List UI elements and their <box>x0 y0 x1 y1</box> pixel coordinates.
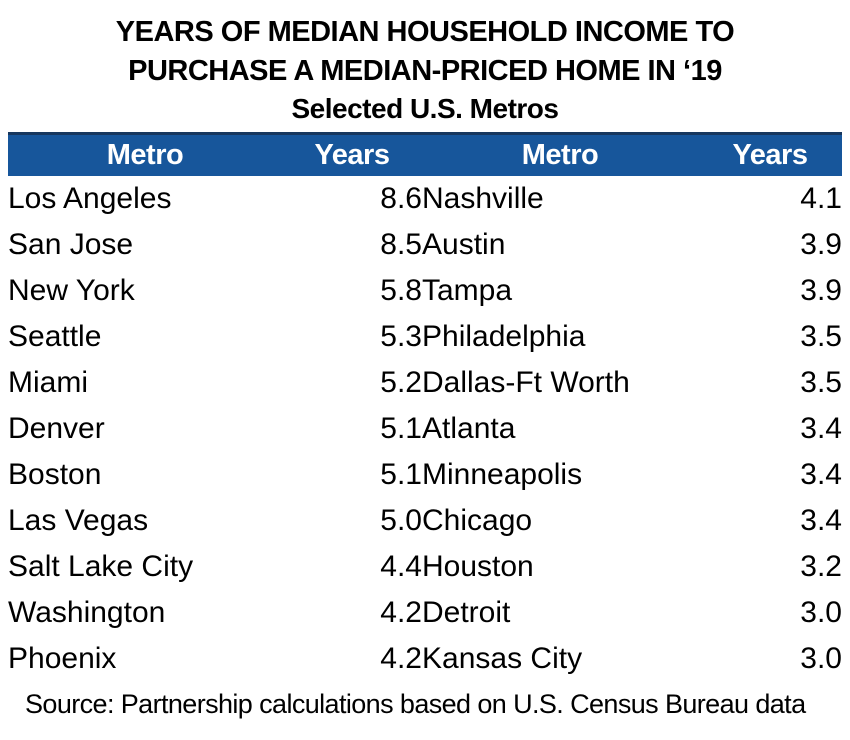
table-row: Salt Lake City 4.4 Houston 3.2 <box>8 544 842 590</box>
metro-cell: Philadelphia <box>422 320 586 353</box>
metro-cell: Kansas City <box>422 642 583 675</box>
table-header-row: Metro Years Metro Years <box>8 132 842 176</box>
years-cell: 5.3 <box>380 320 422 353</box>
years-cell: 3.4 <box>800 504 842 537</box>
metro-cell: Tampa <box>422 274 513 307</box>
years-cell: 5.1 <box>380 412 422 445</box>
metro-cell: Detroit <box>422 596 511 629</box>
metro-cell: San Jose <box>8 228 134 261</box>
years-cell: 3.4 <box>800 458 842 491</box>
metro-cell: Boston <box>8 458 102 491</box>
table-row: New York 5.8 Tampa 3.9 <box>8 268 842 314</box>
years-cell: 8.5 <box>380 228 422 261</box>
years-cell: 4.1 <box>800 182 842 215</box>
header-metro-right: Metro <box>422 132 698 176</box>
years-cell: 5.8 <box>380 274 422 307</box>
chart-title: YEARS OF MEDIAN HOUSEHOLD INCOME TO PURC… <box>0 0 850 127</box>
table-row: Las Vegas 5.0 Chicago 3.4 <box>8 498 842 544</box>
metro-cell: New York <box>8 274 135 307</box>
years-cell: 3.5 <box>800 320 842 353</box>
title-line-1: YEARS OF MEDIAN HOUSEHOLD INCOME TO <box>115 16 735 48</box>
years-cell: 4.2 <box>380 642 422 675</box>
header-years-left: Years <box>282 132 422 176</box>
years-cell: 4.4 <box>380 550 422 583</box>
table-row: Denver 5.1 Atlanta 3.4 <box>8 406 842 452</box>
metro-cell: Phoenix <box>8 642 117 675</box>
table-body: Los Angeles 8.6 Nashville 4.1 San Jose 8.5 Aus… <box>8 176 842 682</box>
title-line-2: PURCHASE A MEDIAN-PRICED HOME IN ‘19 <box>128 55 722 87</box>
years-cell: 3.5 <box>800 366 842 399</box>
table-row: Phoenix 4.2 Kansas City 3.0 <box>8 636 842 682</box>
years-cell: 5.0 <box>380 504 422 537</box>
table-row: Washington 4.2 Detroit 3.0 <box>8 590 842 636</box>
metro-years-table: Metro Years Metro Years Los Angeles 8.6 Na… <box>8 132 842 682</box>
metro-cell: Seattle <box>8 320 102 353</box>
infographic: YEARS OF MEDIAN HOUSEHOLD INCOME TO PURC… <box>0 0 850 719</box>
header-metro-left: Metro <box>8 132 282 176</box>
years-cell: 4.2 <box>380 596 422 629</box>
metro-cell: Austin <box>422 228 506 261</box>
metro-cell: Miami <box>8 366 88 399</box>
table-row: Miami 5.2 Dallas-Ft Worth 3.5 <box>8 360 842 406</box>
table-row: Boston 5.1 Minneapolis 3.4 <box>8 452 842 498</box>
metro-cell: Las Vegas <box>8 504 149 537</box>
metro-cell: Dallas-Ft Worth <box>422 366 630 399</box>
metro-cell: Atlanta <box>422 412 516 445</box>
years-cell: 3.2 <box>800 550 842 583</box>
metro-cell: Denver <box>8 412 105 445</box>
metro-cell: Minneapolis <box>422 458 583 491</box>
years-cell: 3.9 <box>800 274 842 307</box>
years-cell: 5.1 <box>380 458 422 491</box>
metro-cell: Washington <box>8 596 166 629</box>
metro-cell: Houston <box>422 550 534 583</box>
years-cell: 5.2 <box>380 366 422 399</box>
table-row: Seattle 5.3 Philadelphia 3.5 <box>8 314 842 360</box>
years-cell: 8.6 <box>380 182 422 215</box>
years-cell: 3.0 <box>800 642 842 675</box>
years-cell: 3.4 <box>800 412 842 445</box>
years-cell: 3.9 <box>800 228 842 261</box>
metro-cell: Los Angeles <box>8 182 172 215</box>
table-row: Los Angeles 8.6 Nashville 4.1 <box>8 176 842 222</box>
metro-cell: Chicago <box>422 504 533 537</box>
metro-cell: Nashville <box>422 182 544 215</box>
source-note: Source: Partnership calculations based o… <box>25 689 806 719</box>
metro-cell: Salt Lake City <box>8 550 194 583</box>
table-row: San Jose 8.5 Austin 3.9 <box>8 222 842 268</box>
header-years-right: Years <box>698 132 842 176</box>
chart-subtitle: Selected U.S. Metros <box>291 93 559 124</box>
years-cell: 3.0 <box>800 596 842 629</box>
